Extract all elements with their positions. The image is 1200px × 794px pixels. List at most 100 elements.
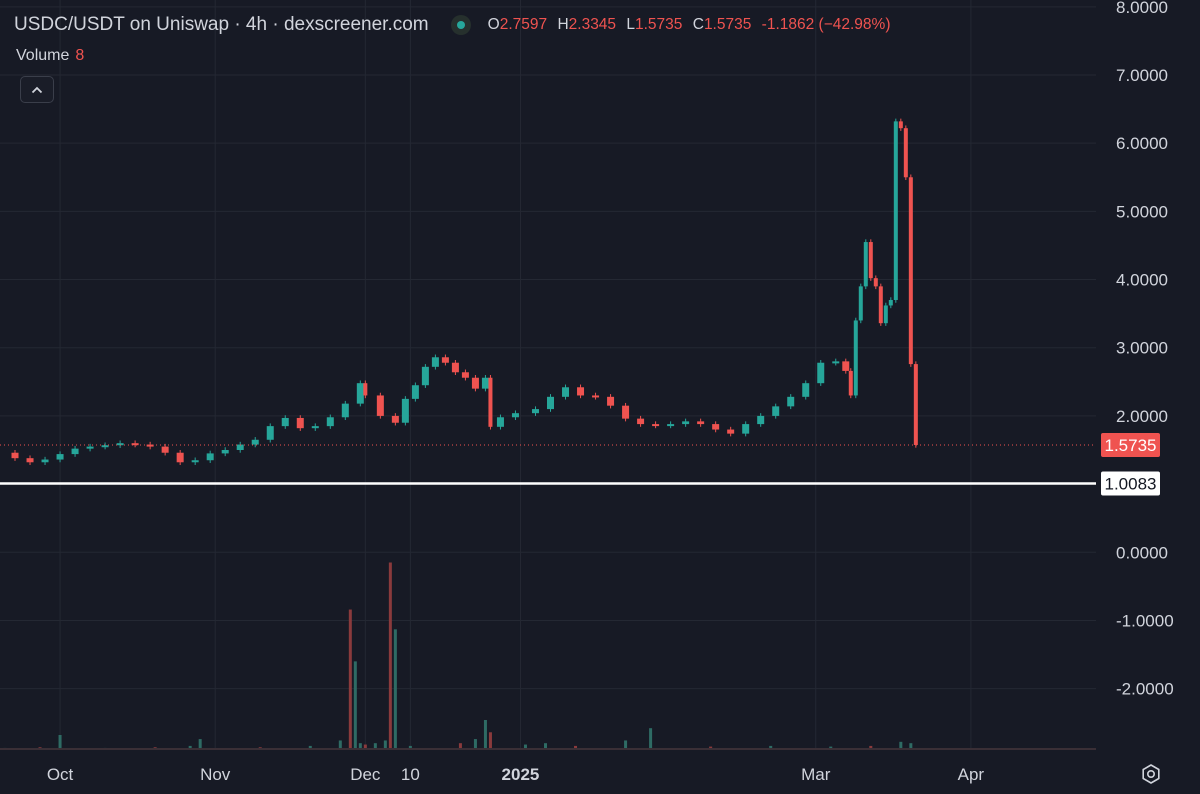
candle-body: [868, 242, 873, 279]
volume-bar: [649, 728, 653, 750]
x-tick-label: Nov: [200, 765, 231, 784]
y-tick-label: 6.0000: [1116, 134, 1168, 153]
volume-bar: [523, 744, 527, 750]
reference-price-label: 1.0083: [1105, 475, 1157, 494]
volume-bar: [458, 743, 462, 750]
candle-body: [401, 398, 409, 423]
candle-body: [757, 415, 765, 425]
y-tick-label: 8.0000: [1116, 0, 1168, 17]
candle-body: [296, 417, 304, 429]
x-tick-label: Apr: [958, 765, 985, 784]
candle-body: [411, 385, 419, 399]
candle-body: [376, 395, 384, 416]
y-tick-label: 4.0000: [1116, 271, 1168, 290]
x-tick-label: Oct: [47, 765, 74, 784]
volume-bar: [358, 743, 362, 750]
candle-body: [461, 372, 469, 378]
candle-body: [311, 426, 319, 429]
volume-bar: [574, 745, 578, 750]
candle-body: [41, 459, 49, 463]
candle-body: [898, 121, 903, 129]
volume-bar: [624, 740, 628, 750]
ohlc-open-value: 2.7597: [499, 16, 548, 33]
chevron-up-icon: [31, 86, 43, 93]
volume-bar: [308, 745, 312, 750]
candle-body: [888, 300, 893, 306]
candle-body: [853, 320, 858, 396]
ohlc-close-value: 1.5735: [703, 16, 752, 33]
y-tick-label: 2.0000: [1116, 407, 1168, 426]
candle-body: [496, 417, 504, 427]
candle-body: [742, 424, 750, 434]
candle-body: [341, 403, 349, 418]
candle-body: [356, 383, 364, 404]
candle-body: [863, 242, 868, 287]
candle-body: [26, 458, 34, 463]
candle-body: [488, 377, 493, 427]
candle-body: [908, 177, 913, 365]
candle-body: [511, 413, 519, 418]
volume-legend: Volume 8: [16, 47, 84, 65]
volume-bar: [363, 744, 367, 750]
volume-bar: [543, 743, 547, 750]
y-tick-label: 0.0000: [1116, 543, 1168, 562]
settings-button[interactable]: [1140, 763, 1162, 785]
candle-body: [326, 417, 334, 427]
candle-body: [577, 387, 585, 396]
volume-bar: [769, 745, 773, 750]
candle-body: [832, 361, 840, 364]
candle-body: [622, 405, 630, 419]
candle-body: [116, 443, 124, 446]
candle-body: [682, 421, 690, 425]
volume-bar: [198, 739, 202, 750]
candle-body: [161, 446, 169, 453]
collapse-legend-button[interactable]: [20, 76, 54, 103]
candle-body: [562, 387, 570, 397]
volume-bar: [488, 732, 492, 750]
candle-body: [848, 370, 853, 396]
chart-title: USDC/USDT on Uniswap · 4h · dexscreener.…: [14, 14, 429, 35]
candle-body: [772, 406, 780, 416]
volume-bar: [899, 741, 903, 750]
candle-body: [471, 377, 479, 389]
candle-body: [251, 439, 259, 445]
candle-body: [146, 444, 154, 447]
candle-body: [652, 424, 660, 427]
candle-body: [266, 426, 274, 440]
last-price-label: 1.5735: [1105, 436, 1157, 455]
volume-bar: [483, 720, 487, 750]
ohlc-high-key: H: [557, 16, 569, 33]
candle-body: [236, 444, 244, 450]
y-tick-label: -1.0000: [1116, 611, 1174, 630]
candle-body: [431, 357, 439, 367]
chart-header: USDC/USDT on Uniswap · 4h · dexscreener.…: [14, 14, 897, 36]
candle-body: [481, 377, 489, 389]
candle-body: [531, 409, 539, 414]
last-price-label-bg: [1101, 432, 1160, 457]
volume-bar: [338, 740, 342, 750]
ohlc-close-key: C: [692, 16, 704, 33]
volume-bar: [383, 740, 387, 750]
candle-body: [131, 443, 139, 446]
candle-body: [281, 417, 289, 427]
x-tick-label: 2025: [502, 765, 540, 784]
candle-body: [913, 364, 918, 445]
candle-body: [858, 286, 863, 321]
candle-body: [873, 278, 878, 287]
candle-body: [547, 396, 555, 410]
candle-body: [221, 450, 229, 454]
candle-body: [903, 128, 908, 178]
candle-body: [787, 396, 795, 407]
ohlc-open-key: O: [487, 16, 500, 33]
candle-body: [607, 396, 615, 406]
y-tick-label: 5.0000: [1116, 202, 1168, 221]
volume-bar: [869, 745, 873, 750]
candle-body: [71, 448, 79, 455]
candle-body: [883, 305, 888, 324]
ohlc-high-value: 2.3345: [568, 16, 617, 33]
candle-body: [11, 452, 19, 459]
candle-body: [878, 286, 883, 324]
ohlc-low-value: 1.5735: [635, 16, 683, 33]
